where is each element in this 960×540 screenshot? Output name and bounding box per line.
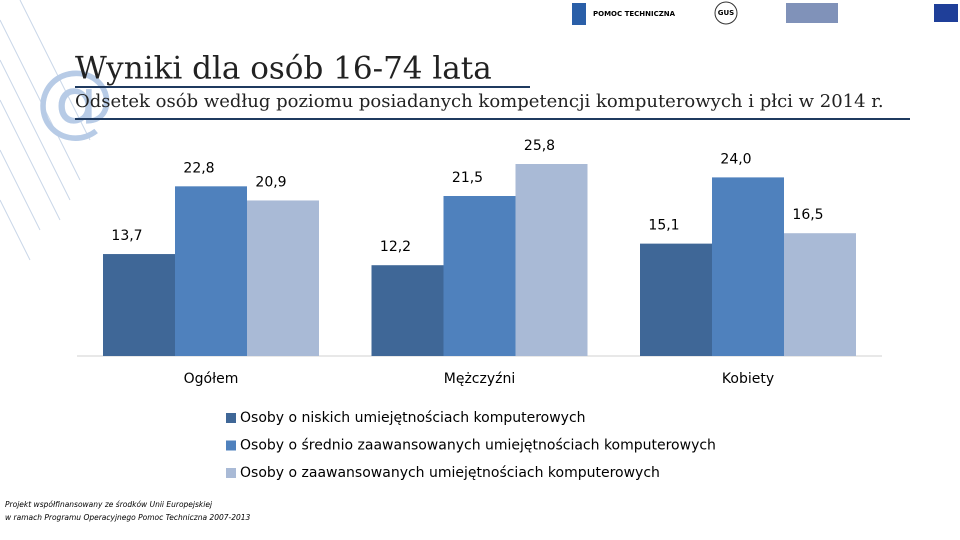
data-label: 22,8 xyxy=(183,160,214,176)
logo-text: GUS xyxy=(718,9,734,17)
logo xyxy=(786,3,838,23)
data-label: 25,8 xyxy=(524,138,555,154)
legend-swatch xyxy=(226,413,236,423)
bar xyxy=(371,265,444,356)
bar xyxy=(784,233,856,356)
bar xyxy=(175,186,247,356)
data-label: 20,9 xyxy=(255,174,286,190)
footer-text: Projekt współfinansowany ze środków Unii… xyxy=(5,500,213,509)
data-label: 16,5 xyxy=(792,207,823,223)
logo-text: POMOC TECHNICZNA xyxy=(593,10,676,18)
data-label: 21,5 xyxy=(452,170,483,186)
data-label: 13,7 xyxy=(111,228,142,244)
at-sign: @ xyxy=(35,53,115,146)
logo-gus xyxy=(714,1,738,25)
bar xyxy=(515,164,588,356)
bar xyxy=(712,177,784,356)
bar xyxy=(640,243,712,356)
eu-flag xyxy=(934,4,958,22)
data-label: 24,0 xyxy=(720,151,751,167)
logo-icon xyxy=(572,3,586,25)
footer-text: w ramach Programu Operacyjnego Pomoc Tec… xyxy=(5,513,251,522)
legend-swatch xyxy=(226,468,236,478)
bar xyxy=(247,200,319,356)
subtitle: Odsetek osób według poziomu posiadanych … xyxy=(75,91,884,112)
data-label: 12,2 xyxy=(380,239,411,255)
legend-swatch xyxy=(226,440,236,451)
bar xyxy=(103,254,175,356)
bar xyxy=(443,196,516,356)
legend-label: Osoby o niskich umiejętnościach komputer… xyxy=(240,410,586,426)
legend-label: Osoby o średnio zaawansowanych umiejętno… xyxy=(240,438,716,454)
category-label: Ogółem xyxy=(184,371,239,387)
category-label: Kobiety xyxy=(722,371,774,387)
decoration xyxy=(0,0,91,261)
data-label: 15,1 xyxy=(648,218,679,234)
category-label: Mężczyźni xyxy=(444,371,515,387)
legend-label: Osoby o zaawansowanych umiejętnościach k… xyxy=(240,465,660,481)
title: Wyniki dla osób 16-74 lata xyxy=(75,51,492,87)
